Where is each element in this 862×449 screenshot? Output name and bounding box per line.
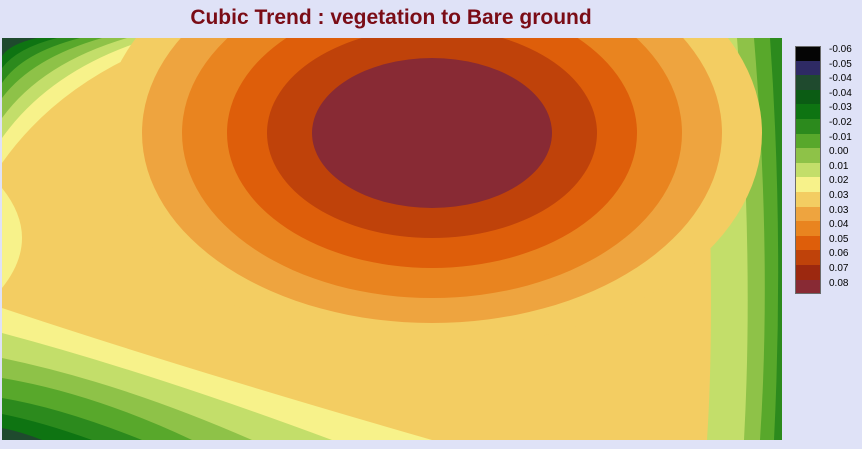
- legend-swatch: [795, 235, 821, 251]
- legend-label: 0.02: [829, 175, 849, 187]
- legend-swatch: [795, 177, 821, 192]
- band-bl-6: [2, 414, 92, 440]
- legend-label: -0.03: [829, 102, 852, 114]
- legend-swatch: [795, 250, 821, 265]
- trend-surface-svg: [2, 38, 782, 440]
- trend-surface-map: [2, 38, 782, 440]
- legend-swatch: [795, 148, 821, 163]
- map-title: Cubic Trend : vegetation to Bare ground: [190, 6, 592, 29]
- legend-swatch: [795, 133, 821, 149]
- legend-label: -0.04: [829, 87, 852, 99]
- legend-swatch: [795, 192, 821, 207]
- legend-swatch: [795, 206, 821, 222]
- color-legend: -0.06 -0.05 -0.04 -0.04 -0.03 -0.02 -0.01 0.00 0…: [795, 44, 855, 295]
- legend-swatch: [795, 89, 821, 105]
- band-bl-7: [2, 428, 42, 440]
- legend-swatch: [795, 221, 821, 236]
- legend-label: 0.03: [829, 204, 849, 216]
- legend-label: -0.06: [829, 44, 852, 55]
- band-right-4: [770, 38, 782, 440]
- legend-label: 0.07: [829, 263, 849, 274]
- legend-label: 0.03: [829, 190, 849, 201]
- legend-label: 0.06: [829, 248, 849, 260]
- legend-swatch: [795, 279, 821, 295]
- legend-swatch: [795, 75, 821, 90]
- contour-bands: [2, 38, 782, 440]
- legend-swatch: [795, 162, 821, 178]
- band-left-yellow: [2, 188, 22, 288]
- legend-label: -0.01: [829, 131, 852, 143]
- legend-swatch: [795, 119, 821, 134]
- legend-label: 0.04: [829, 219, 849, 231]
- legend-label: -0.02: [829, 117, 852, 128]
- legend-label: 0.00: [829, 146, 849, 158]
- legend-label: 0.01: [829, 160, 849, 172]
- legend-label: 0.05: [829, 233, 849, 245]
- legend-swatch: [795, 104, 821, 119]
- legend-label: -0.04: [829, 73, 852, 85]
- legend-swatch: [795, 46, 821, 61]
- legend-swatch: [795, 265, 821, 280]
- legend-label: -0.05: [829, 58, 852, 70]
- band-tl-6: [2, 38, 57, 68]
- legend-swatch: [795, 60, 821, 76]
- legend-label: 0.08: [829, 277, 849, 289]
- contour-ring-6: [312, 58, 552, 208]
- band-tl-7: [2, 38, 37, 56]
